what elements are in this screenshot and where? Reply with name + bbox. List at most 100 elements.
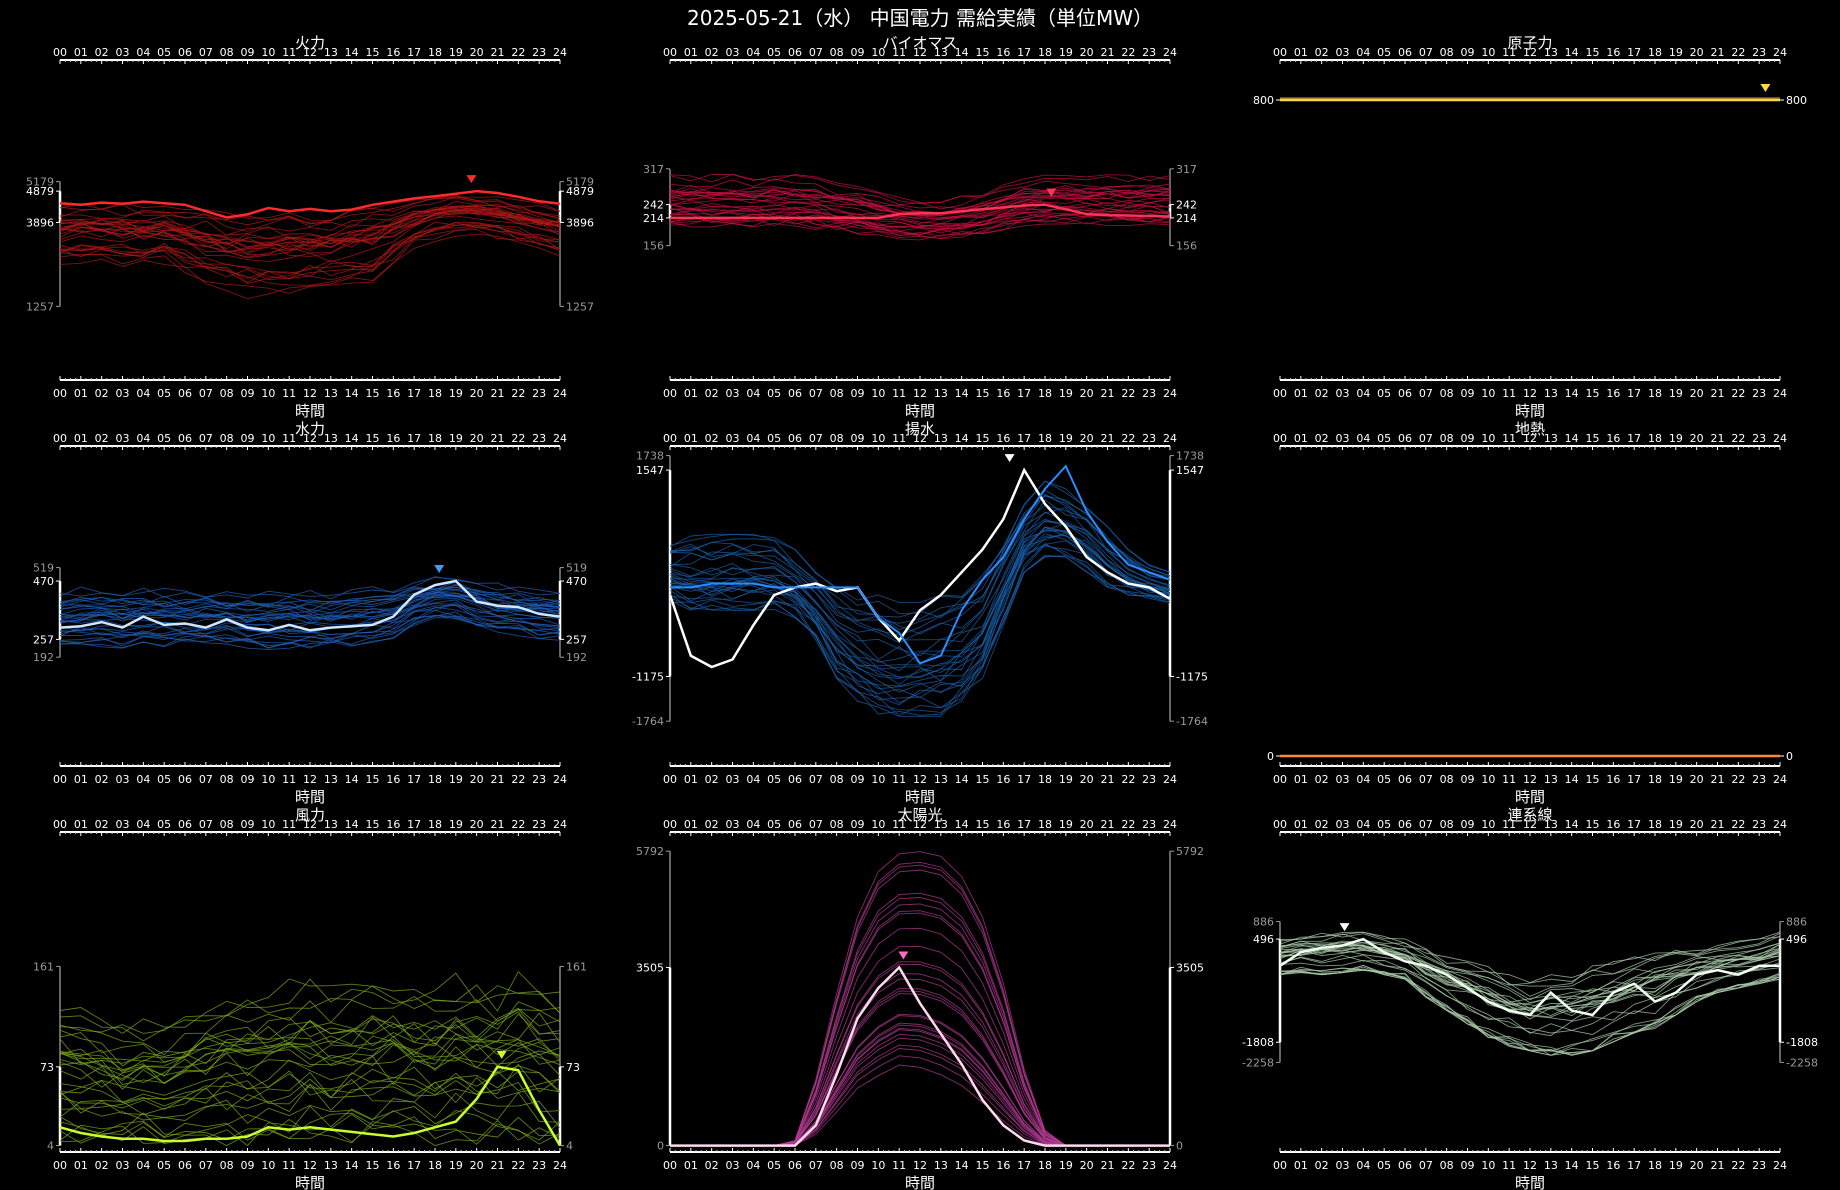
chart-hydro: 水力 00 01 02 03 04 05 06 07 08 09 10 11 12 13 14 15 16 17 18… [33, 420, 587, 806]
chart-title: 揚水 [905, 420, 935, 438]
hour-tick-label: 01 [1294, 46, 1308, 59]
hour-tick-label: 11 [892, 387, 906, 400]
hour-tick-label: 24 [1773, 773, 1787, 786]
y-tick-label-right: 73 [566, 1061, 580, 1074]
hour-tick-label: 08 [830, 773, 844, 786]
hour-tick-label: 17 [407, 773, 421, 786]
hour-tick-label: 08 [220, 46, 234, 59]
hour-tick-label: 23 [1752, 387, 1766, 400]
hour-tick-label: 15 [1586, 46, 1600, 59]
hour-tick-label: 17 [1017, 818, 1031, 831]
hour-tick-label: 12 [913, 818, 927, 831]
history-line [59, 209, 561, 253]
hour-tick-label: 05 [157, 818, 171, 831]
history-line [59, 208, 561, 255]
hour-tick-label: 11 [892, 46, 906, 59]
history-line [669, 526, 1171, 686]
hour-tick-label: 16 [1606, 818, 1620, 831]
hour-tick-label: 24 [1163, 1159, 1177, 1172]
history-line [59, 1091, 561, 1124]
hour-tick-label: 11 [282, 818, 296, 831]
hour-tick-label: 22 [1121, 818, 1135, 831]
hour-tick-label: 15 [366, 432, 380, 445]
history-line [669, 526, 1171, 678]
hour-tick-label: 09 [241, 818, 255, 831]
hour-tick-label: 10 [261, 387, 275, 400]
hour-tick-label: 13 [1544, 46, 1558, 59]
hour-tick-label: 13 [324, 818, 338, 831]
y-tick-label-right: 1257 [566, 300, 594, 313]
hour-tick-label: 11 [1502, 773, 1516, 786]
hour-tick-label: 10 [261, 1159, 275, 1172]
hour-tick-label: 05 [157, 387, 171, 400]
hour-tick-label: 20 [1080, 432, 1094, 445]
hour-tick-label: 02 [1315, 387, 1329, 400]
hour-tick-label: 14 [345, 387, 359, 400]
hour-tick-label: 11 [282, 773, 296, 786]
peak-marker [898, 951, 909, 960]
hour-tick-label: 19 [1669, 387, 1683, 400]
hour-tick-label: 05 [767, 46, 781, 59]
hour-tick-label: 07 [809, 46, 823, 59]
hour-tick-label: 04 [746, 818, 760, 831]
history-line [59, 586, 561, 611]
hour-tick-label: 11 [282, 432, 296, 445]
hour-tick-label: 03 [116, 46, 130, 59]
hour-tick-label: 21 [1711, 46, 1725, 59]
hour-tick-label: 01 [1294, 1159, 1308, 1172]
hour-tick-label: 24 [1773, 818, 1787, 831]
history-line [1279, 964, 1781, 1056]
hour-tick-label: 19 [1669, 818, 1683, 831]
hour-tick-label: 18 [1648, 1159, 1662, 1172]
hour-tick-label: 20 [1080, 773, 1094, 786]
hour-tick-label: 06 [1398, 1159, 1412, 1172]
hour-tick-label: 19 [449, 46, 463, 59]
hour-tick-label: 08 [1440, 432, 1454, 445]
hour-tick-label: 06 [1398, 387, 1412, 400]
history-line [59, 205, 561, 245]
hour-tick-label: 18 [1038, 46, 1052, 59]
hour-tick-label: 17 [407, 46, 421, 59]
peak-marker [466, 175, 477, 184]
hour-tick-label: 10 [1481, 818, 1495, 831]
hour-tick-label: 05 [767, 818, 781, 831]
hour-tick-label: 22 [511, 818, 525, 831]
hour-tick-label: 01 [74, 432, 88, 445]
hour-tick-label: 01 [684, 46, 698, 59]
hour-tick-label: 06 [788, 773, 802, 786]
hour-tick-label: 04 [746, 773, 760, 786]
hour-tick-label: 11 [892, 818, 906, 831]
hour-tick-label: 19 [449, 818, 463, 831]
y-tick-label-right: 4 [566, 1140, 573, 1153]
hour-tick-label: 10 [871, 773, 885, 786]
hour-tick-label: 18 [1038, 818, 1052, 831]
hour-tick-label: 06 [1398, 773, 1412, 786]
hour-tick-label: 20 [470, 432, 484, 445]
chart-title: バイオマス [882, 34, 957, 52]
hour-tick-label: 01 [684, 818, 698, 831]
hour-tick-label: 21 [491, 432, 505, 445]
hour-tick-label: 23 [1142, 387, 1156, 400]
hour-tick-label: 18 [428, 46, 442, 59]
hour-tick-label: 01 [1294, 432, 1308, 445]
y-tick-label-right: 3896 [566, 216, 594, 229]
hour-tick-label: 12 [1523, 818, 1537, 831]
hour-tick-label: 23 [532, 1159, 546, 1172]
hour-tick-label: 15 [976, 1159, 990, 1172]
history-line [669, 480, 1171, 615]
history-line [670, 1027, 1170, 1147]
hour-tick-label: 20 [470, 773, 484, 786]
hour-tick-label: 21 [1711, 432, 1725, 445]
history-line [669, 533, 1171, 694]
hour-tick-label: 12 [1523, 387, 1537, 400]
hour-tick-label: 11 [282, 46, 296, 59]
y-tick-label-right: -2258 [1786, 1056, 1818, 1069]
hour-tick-label: 17 [1627, 773, 1641, 786]
hour-tick-label: 15 [1586, 387, 1600, 400]
hour-tick-label: 03 [726, 387, 740, 400]
hour-tick-label: 12 [913, 387, 927, 400]
hour-tick-label: 06 [178, 1159, 192, 1172]
hour-tick-label: 19 [449, 773, 463, 786]
hour-tick-label: 05 [1377, 773, 1391, 786]
